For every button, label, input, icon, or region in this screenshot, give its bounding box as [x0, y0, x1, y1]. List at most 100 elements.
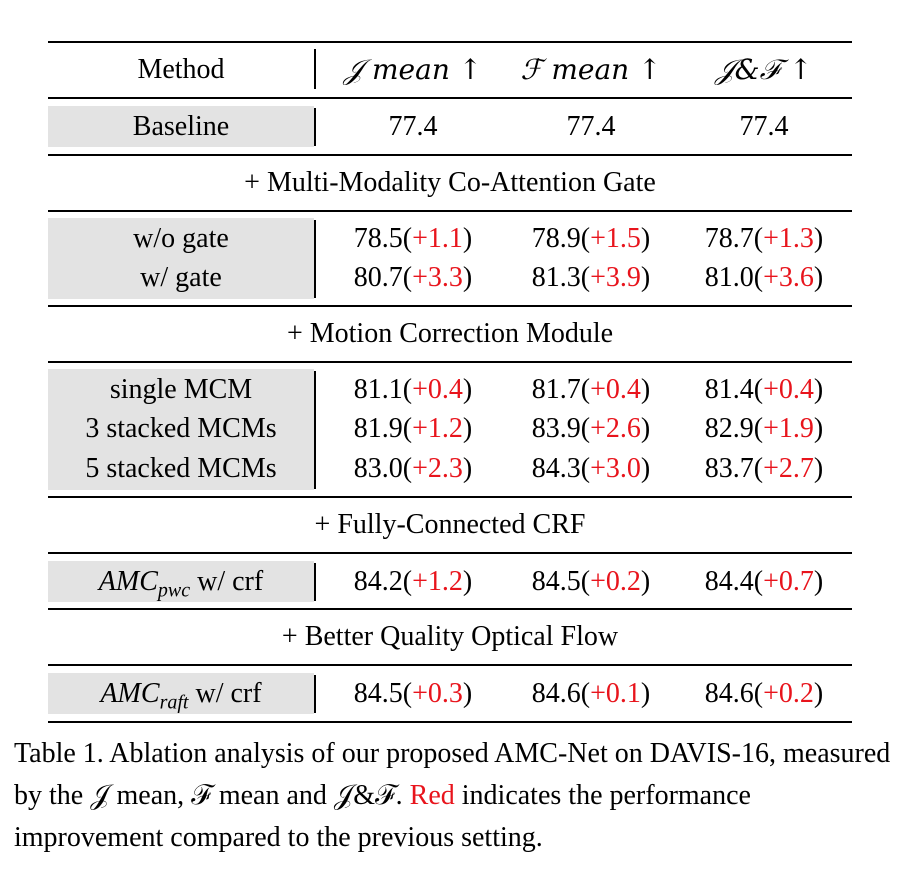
j-delta: +1.2	[412, 413, 463, 444]
baseline-jf: 77.4	[739, 111, 789, 142]
table-caption: Table 1. Ablation analysis of our propos…	[14, 733, 894, 859]
f-delta: +0.1	[590, 678, 641, 709]
section-mcm-end-rule	[48, 496, 852, 498]
baseline-rule	[48, 154, 852, 156]
row-method: 5 stacked MCMs	[85, 453, 277, 484]
jf-value: 84.6	[704, 678, 754, 709]
header-j-mean: 𝒥 mean ↑	[343, 53, 483, 86]
row-jf: 81.0(+3.6)	[704, 262, 824, 293]
method-rest: w/ crf	[190, 566, 264, 597]
j-value: 84.5	[353, 678, 403, 709]
row-jf: 84.4(+0.7)	[704, 566, 824, 597]
jf-value: 83.7	[704, 453, 754, 484]
f-delta: +1.5	[590, 223, 641, 254]
section-gate-end-rule	[48, 305, 852, 307]
j-value: 81.1	[353, 374, 403, 405]
row-j: 78.5(+1.1)	[353, 223, 473, 254]
section-mcm-shade	[48, 369, 314, 490]
baseline-method: Baseline	[132, 111, 230, 142]
top-rule	[48, 41, 852, 43]
jf-value: 78.7	[704, 223, 754, 254]
row-jf: 78.7(+1.3)	[704, 223, 824, 254]
row-method: 3 stacked MCMs	[85, 413, 277, 444]
row-f: 78.9(+1.5)	[531, 223, 651, 254]
caption-text-1: Table 1. Ablation analysis of our propos…	[14, 738, 891, 811]
row-f: 81.7(+0.4)	[531, 374, 651, 405]
section-flow-vline	[314, 675, 316, 713]
row-j: 81.9(+1.2)	[353, 413, 473, 444]
section-flow-shade	[48, 673, 314, 714]
row-f: 84.3(+3.0)	[531, 453, 651, 484]
baseline-j: 77.4	[388, 111, 438, 142]
j-value: 83.0	[353, 453, 403, 484]
jf-delta: +0.4	[763, 374, 814, 405]
row-j: 83.0(+2.3)	[353, 453, 473, 484]
row-method-amc-raft: AMCraft w/ crf	[48, 674, 314, 713]
f-value: 78.9	[531, 223, 581, 254]
header-jf: 𝒥&ℱ ↑	[715, 53, 813, 86]
row-method: w/ gate	[140, 262, 222, 293]
j-delta: +0.4	[412, 374, 463, 405]
header-f-mean: ℱ mean ↑	[520, 53, 662, 86]
j-delta: +1.1	[412, 223, 463, 254]
f-value: 84.5	[531, 566, 581, 597]
method-main: AMC	[98, 566, 158, 597]
method-sub: raft	[159, 691, 189, 714]
f-value: 81.3	[531, 262, 581, 293]
header-rule	[48, 97, 852, 99]
f-delta: +2.6	[590, 413, 641, 444]
baseline-f: 77.4	[566, 111, 616, 142]
section-mcm-vline	[314, 371, 316, 489]
jf-value: 84.4	[704, 566, 754, 597]
row-jf: 82.9(+1.9)	[704, 413, 824, 444]
row-j: 84.2(+1.2)	[353, 566, 473, 597]
j-value: 84.2	[353, 566, 403, 597]
row-j: 80.7(+3.3)	[353, 262, 473, 293]
baseline-vline	[314, 108, 316, 146]
row-jf: 84.6(+0.2)	[704, 678, 824, 709]
f-delta: +0.2	[590, 566, 641, 597]
header-vline	[314, 49, 316, 89]
jf-delta: +3.6	[763, 262, 814, 293]
baseline-shade	[48, 106, 314, 147]
f-delta: +3.9	[590, 262, 641, 293]
method-main: AMC	[100, 678, 160, 709]
row-f: 81.3(+3.9)	[531, 262, 651, 293]
caption-red-word: Red	[409, 780, 455, 811]
section-title-gate: + Multi-Modality Co-Attention Gate	[244, 167, 656, 198]
jf-value: 82.9	[704, 413, 754, 444]
section-flow-rule	[48, 664, 852, 666]
row-jf: 83.7(+2.7)	[704, 453, 824, 484]
section-crf-shade	[48, 561, 314, 602]
jf-delta: +0.7	[763, 566, 814, 597]
row-method: w/o gate	[133, 223, 229, 254]
f-delta: +3.0	[590, 453, 641, 484]
j-delta: +0.3	[412, 678, 463, 709]
j-value: 80.7	[353, 262, 403, 293]
f-value: 81.7	[531, 374, 581, 405]
j-delta: +3.3	[412, 262, 463, 293]
j-delta: +1.2	[412, 566, 463, 597]
j-value: 81.9	[353, 413, 403, 444]
section-gate-rule	[48, 210, 852, 212]
jf-delta: +1.9	[763, 413, 814, 444]
row-method-amc-pwc: AMCpwc w/ crf	[48, 562, 314, 601]
method-rest: w/ crf	[188, 678, 262, 709]
row-f: 84.5(+0.2)	[531, 566, 651, 597]
caption-text-2: indicates the performance improvement co…	[14, 780, 751, 853]
section-title-flow: + Better Quality Optical Flow	[281, 621, 619, 652]
f-value: 83.9	[531, 413, 581, 444]
row-method: single MCM	[109, 374, 253, 405]
section-crf-end-rule	[48, 608, 852, 610]
jf-delta: +2.7	[763, 453, 814, 484]
j-value: 78.5	[353, 223, 403, 254]
section-gate-shade	[48, 218, 314, 299]
section-title-mcm: + Motion Correction Module	[286, 318, 614, 349]
jf-delta: +1.3	[763, 223, 814, 254]
row-f: 84.6(+0.1)	[531, 678, 651, 709]
row-j: 84.5(+0.3)	[353, 678, 473, 709]
row-j: 81.1(+0.4)	[353, 374, 473, 405]
section-title-crf: + Fully-Connected CRF	[314, 509, 586, 540]
bottom-rule	[48, 721, 852, 723]
section-mcm-rule	[48, 361, 852, 363]
